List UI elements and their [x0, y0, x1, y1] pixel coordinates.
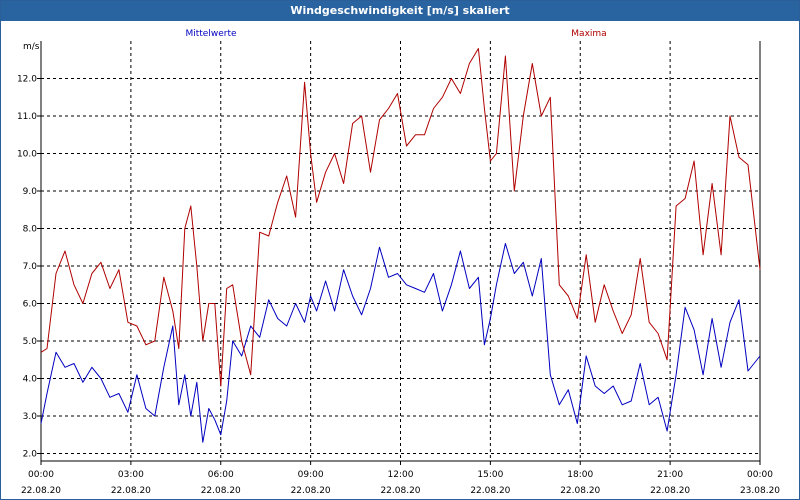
y-tick-label: 8.0: [23, 225, 38, 235]
x-tick-time-label: 06:00: [208, 470, 234, 480]
x-tick-time-label: 03:00: [118, 470, 144, 480]
y-tick-label: 2.0: [23, 450, 38, 460]
x-tick-time-label: 00:00: [28, 470, 54, 480]
y-axis-ticks: 2.0 3.0 4.0 5.0 6.0 7.0 8.0 9.0 10.0 11.0 12.0: [17, 75, 41, 460]
x-tick-date-label: 23.08.20: [740, 486, 780, 496]
legend-mittelwerte: Mittelwerte: [185, 29, 236, 39]
x-tick-time-label: 21:00: [657, 470, 683, 480]
x-axis-ticks: 00:00 22.08.20 03:00 22.08.20 06:00 22.08.20 0…: [21, 461, 780, 496]
y-tick-label: 6.0: [23, 300, 38, 310]
x-tick-date-label: 22.08.20: [291, 486, 331, 496]
y-tick-label: 4.0: [23, 375, 38, 385]
series-lines: [40, 48, 761, 443]
x-tick-time-label: 00:00: [747, 470, 773, 480]
series-line-maxima: [40, 48, 761, 387]
x-tick-date-label: 22.08.20: [380, 486, 420, 496]
x-tick-date-label: 22.08.20: [201, 486, 241, 496]
x-tick-date-label: 22.08.20: [21, 486, 61, 496]
x-tick-date-label: 22.08.20: [650, 486, 690, 496]
x-tick-time-label: 12:00: [388, 470, 414, 480]
x-tick-time-label: 18:00: [567, 470, 593, 480]
y-tick-label: 7.0: [23, 262, 38, 272]
legend-maxima: Maxima: [571, 29, 606, 39]
series-line-mittelwerte: [40, 243, 761, 443]
x-tick-time-label: 09:00: [298, 470, 324, 480]
x-tick-date-label: 22.08.20: [111, 486, 151, 496]
x-tick-time-label: 15:00: [477, 470, 503, 480]
y-tick-label: 5.0: [23, 337, 38, 347]
y-tick-label: 10.0: [17, 150, 37, 160]
window-title: Windgeschwindigkeit [m/s] skaliert: [1, 1, 799, 21]
x-tick-date-label: 22.08.20: [470, 486, 510, 496]
x-tick-date-label: 22.08.20: [560, 486, 600, 496]
y-axis-unit-label: m/s: [23, 42, 40, 52]
y-tick-label: 11.0: [17, 112, 37, 122]
y-tick-label: 3.0: [23, 412, 38, 422]
grid-lines: [41, 41, 760, 461]
y-tick-label: 12.0: [17, 75, 37, 85]
y-tick-label: 9.0: [23, 187, 38, 197]
